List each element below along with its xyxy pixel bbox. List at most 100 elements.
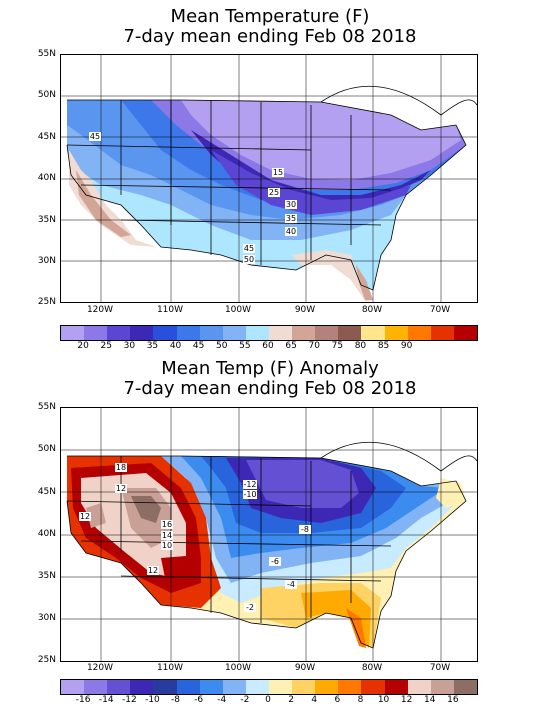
top-lon-label: 120W <box>86 305 114 315</box>
colorbar-label: 55 <box>239 341 251 351</box>
colorbar-swatch <box>245 326 269 340</box>
colorbar-label: 85 <box>377 341 390 351</box>
colorbar-swatch <box>199 680 223 694</box>
bottom-contour-label: 12 <box>116 484 126 493</box>
bottom-anomaly-map: 18 12 12 16 14 10 12 -12 -10 -8 -6 -4 -2 <box>60 407 478 662</box>
colorbar-label: 25 <box>100 341 112 351</box>
colorbar-label: -10 <box>145 695 160 705</box>
top-contour-label: 35 <box>286 214 296 223</box>
colorbar-label: 90 <box>400 341 413 351</box>
colorbar-swatch <box>430 680 454 694</box>
bottom-colorbar <box>60 679 478 695</box>
colorbar-label: -8 <box>171 695 181 705</box>
colorbar-label: 75 <box>331 341 344 351</box>
bottom-contour-label: 10 <box>162 541 172 550</box>
colorbar-swatch <box>430 326 454 340</box>
colorbar-swatch <box>338 326 362 340</box>
bottom-contour-label: -10 <box>243 490 256 499</box>
colorbar-label: 6 <box>334 695 341 705</box>
top-contour-label: 40 <box>286 227 296 236</box>
top-lat-label: 35N <box>37 215 56 225</box>
bottom-contour-label: -12 <box>243 480 256 489</box>
colorbar-swatch <box>315 326 339 340</box>
top-lon-label: 80W <box>361 305 383 315</box>
colorbar-swatch <box>292 680 316 694</box>
top-lon-label: 70W <box>429 305 451 315</box>
colorbar-label: -2 <box>240 695 250 705</box>
colorbar-swatch <box>292 326 316 340</box>
bottom-lon-label: 120W <box>86 663 114 673</box>
colorbar-swatch <box>338 680 362 694</box>
colorbar-label: 2 <box>288 695 294 705</box>
colorbar-swatch <box>176 680 200 694</box>
colorbar-label: 10 <box>377 695 390 705</box>
top-lat-label: 30N <box>37 256 56 266</box>
bottom-title-line2: 7-day mean ending Feb 08 2018 <box>123 378 417 399</box>
colorbar-label: 0 <box>265 695 271 705</box>
colorbar-swatch <box>61 680 85 694</box>
top-lat-label: 55N <box>37 49 56 59</box>
bottom-contour-label: 16 <box>162 520 172 529</box>
colorbar-label: 60 <box>262 341 274 351</box>
top-contour-label: 30 <box>286 200 296 209</box>
colorbar-label: 35 <box>146 341 159 351</box>
colorbar-label: 14 <box>424 695 436 705</box>
top-title-line2: 7-day mean ending Feb 08 2018 <box>123 26 417 47</box>
colorbar-label: -6 <box>194 695 204 705</box>
colorbar-swatch <box>222 680 246 694</box>
top-lat-label: 45N <box>37 132 56 142</box>
top-contour-label: 15 <box>273 168 283 177</box>
colorbar-label: 70 <box>308 341 320 351</box>
colorbar-label: 8 <box>357 695 364 705</box>
bottom-lon-label: 110W <box>156 663 184 673</box>
top-lon-label: 90W <box>294 305 316 315</box>
top-contour-label: 25 <box>269 188 279 197</box>
colorbar-swatch <box>245 680 269 694</box>
colorbar-swatch <box>268 326 293 340</box>
bottom-lon-label: 100W <box>224 663 252 673</box>
top-lat-label: 25N <box>37 297 56 307</box>
colorbar-swatch <box>130 680 154 694</box>
colorbar-swatch <box>361 680 385 694</box>
bottom-lat-label: 40N <box>37 529 56 539</box>
colorbar-label: 40 <box>169 341 182 351</box>
top-colorbar <box>60 325 478 341</box>
colorbar-label: 20 <box>77 341 89 351</box>
top-contour-label: 45 <box>90 132 100 141</box>
colorbar-swatch <box>199 326 223 340</box>
colorbar-swatch <box>176 326 200 340</box>
top-lon-label: 110W <box>156 305 184 315</box>
bottom-lat-label: 45N <box>37 487 56 497</box>
colorbar-label: 16 <box>447 695 459 705</box>
top-title-line1: Mean Temperature (F) <box>170 6 370 27</box>
top-temperature-map: 45 15 25 30 35 40 45 50 <box>60 54 478 303</box>
bottom-lat-label: 35N <box>37 571 56 581</box>
colorbar-swatch <box>222 326 246 340</box>
colorbar-label: -12 <box>121 695 137 705</box>
colorbar-swatch <box>268 680 293 694</box>
bottom-contour-label: 12 <box>80 512 90 521</box>
bottom-title-line1: Mean Temp (F) Anomaly <box>161 358 379 379</box>
top-contour-label: 45 <box>244 244 254 253</box>
bottom-lon-label: 80W <box>361 663 383 673</box>
top-lat-label: 40N <box>37 173 56 183</box>
bottom-contour-label: -4 <box>287 580 295 589</box>
colorbar-swatch <box>315 680 339 694</box>
colorbar-swatch <box>84 326 108 340</box>
bottom-contour-label: 14 <box>162 531 172 540</box>
colorbar-swatch <box>453 326 477 340</box>
top-lat-label: 50N <box>37 90 56 100</box>
colorbar-label: 50 <box>216 341 228 351</box>
colorbar-label: -4 <box>217 695 227 705</box>
bottom-lat-label: 30N <box>37 613 56 623</box>
bottom-contour-label: 18 <box>116 463 126 472</box>
top-lon-label: 100W <box>224 305 252 315</box>
colorbar-swatch <box>407 326 431 340</box>
colorbar-swatch <box>407 680 431 694</box>
colorbar-label: 4 <box>311 695 318 705</box>
colorbar-label: -16 <box>75 695 91 705</box>
colorbar-swatch <box>384 680 408 694</box>
colorbar-swatch <box>130 326 154 340</box>
bottom-contour-label: -6 <box>271 557 279 566</box>
top-contour-label: 50 <box>244 255 254 264</box>
